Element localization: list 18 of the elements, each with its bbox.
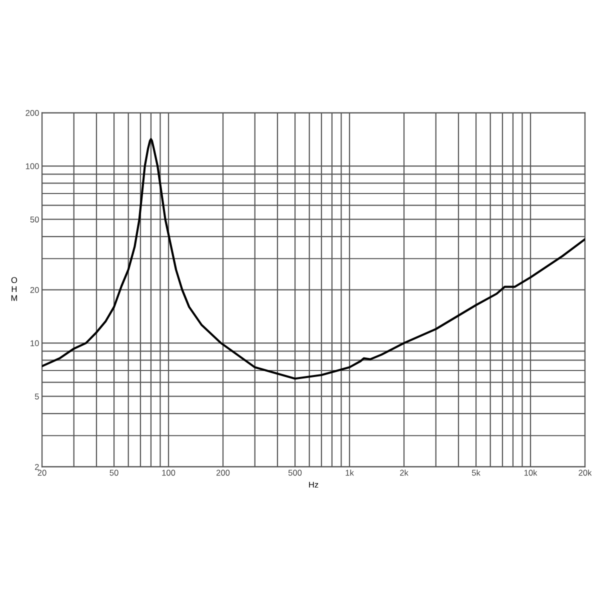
x-axis-title: Hz	[309, 482, 318, 488]
x-tick-label: 500	[288, 470, 302, 476]
y-tick-label: 10	[30, 340, 39, 346]
x-tick-label: 5k	[472, 470, 480, 476]
x-tick-label: 200	[216, 470, 230, 476]
x-tick-label: 10k	[524, 470, 538, 476]
x-tick-label: 50	[110, 470, 118, 476]
y-tick-label: 50	[30, 216, 39, 222]
y-tick-label: 20	[30, 287, 39, 293]
x-tick-label: 2k	[400, 470, 408, 476]
x-tick-label: 100	[162, 470, 176, 476]
x-tick-label: 1k	[346, 470, 354, 476]
y-tick-label: 5	[34, 394, 39, 400]
y-tick-label: 200	[26, 110, 39, 116]
x-tick-label: 20k	[578, 470, 592, 476]
y-axis-title: O H M	[11, 277, 18, 301]
y-tick-label: 2	[35, 464, 39, 470]
y-tick-label: 100	[26, 163, 39, 170]
